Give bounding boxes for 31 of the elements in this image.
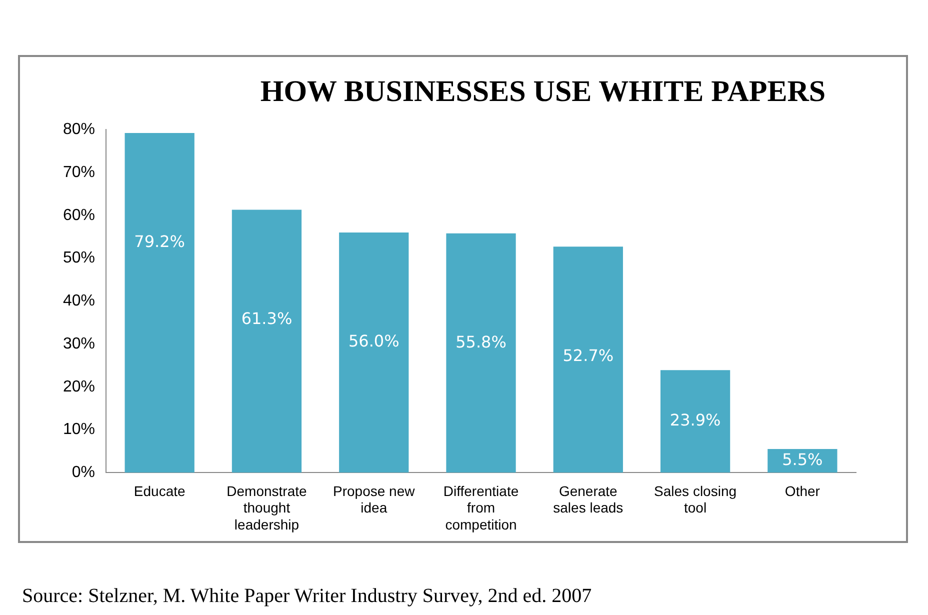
y-tick-label: 0% [72,464,96,482]
bar [553,246,623,473]
chart-title: HOW BUSINESSES USE WHITE PAPERS [259,75,827,109]
data-label: 23.9% [670,410,721,430]
source-note: Source: Stelzner, M. White Paper Writer Industry Survey, 2nd ed. 2007 [22,585,592,608]
x-tick-label: Sales closing tool [654,482,737,516]
y-tick-label: 40% [62,292,96,310]
x-tick-label: Demonstrate thought leadership [226,482,308,532]
bar [124,133,194,473]
bar [660,370,730,473]
x-tick-label: Differentiate from competition [443,482,519,532]
x-tick-label: Propose new idea [333,482,416,516]
data-label: 5.5% [782,450,823,469]
x-tick-label: Other [784,482,820,499]
y-tick-label: 30% [62,335,96,352]
data-label: 56.0% [348,332,400,351]
x-tick-label: Generate sales leads [553,482,624,516]
bar [339,232,409,473]
bar [232,210,302,473]
data-label: 61.3% [241,308,292,328]
y-tick-label: 10% [62,421,96,438]
y-tick-label: 50% [62,250,96,267]
data-label: 52.7% [562,346,614,365]
bar [446,233,516,473]
y-tick-label: 70% [62,164,96,181]
y-tick-label: 60% [62,206,96,224]
y-tick-label: 80% [62,121,96,138]
data-label: 55.8% [456,332,506,352]
x-tick-label: Educate [134,482,186,499]
y-tick-label: 20% [62,378,96,396]
data-label: 79.2% [134,232,186,252]
